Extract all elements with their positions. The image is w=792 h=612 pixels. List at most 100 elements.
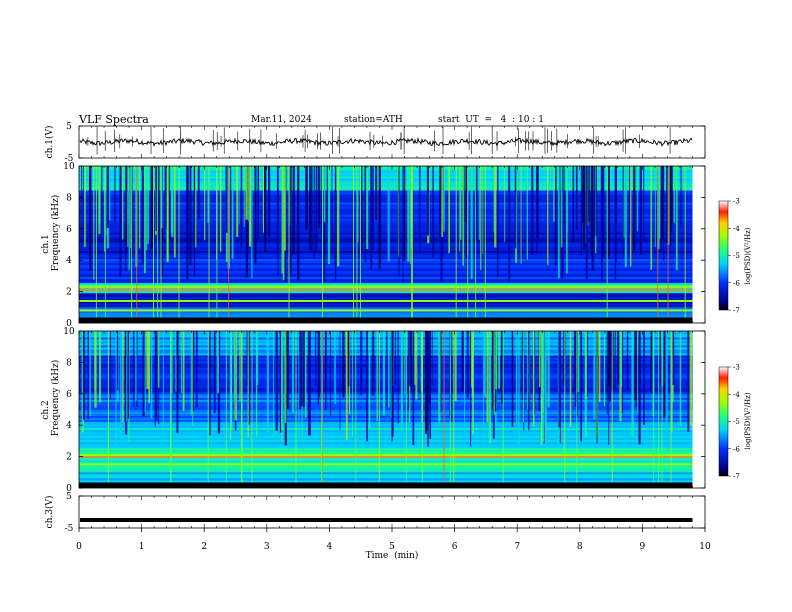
ch2-spectrogram-streak bbox=[284, 331, 287, 423]
ch2-spectrogram-streak bbox=[569, 331, 572, 427]
ch2-spectrogram-row bbox=[79, 339, 693, 342]
ch2-spectrogram-row bbox=[79, 447, 693, 451]
ch2-spectrogram-row bbox=[79, 353, 693, 356]
ch2-spectrogram-streak bbox=[266, 331, 269, 433]
ch1-spectrogram-streak bbox=[637, 166, 639, 232]
ch1-spectrogram-row bbox=[79, 260, 693, 264]
ch2-spectrogram-streak bbox=[87, 331, 89, 420]
ch1-spectrogram-sferic bbox=[216, 166, 218, 320]
ch2-spectrogram-streak bbox=[127, 331, 129, 419]
time-axis-tick-label: 7 bbox=[514, 542, 520, 552]
ch2-spectrogram-row bbox=[79, 451, 693, 455]
ch2-spectrogram-streak bbox=[400, 331, 403, 433]
ch1-spectrogram-streak bbox=[633, 166, 636, 251]
ch1-spectrogram-streak bbox=[595, 166, 597, 237]
ch2-spectrogram-streak bbox=[511, 331, 514, 427]
ch1-spectrogram-row bbox=[79, 262, 693, 266]
ch1-spectrogram-streak bbox=[251, 166, 253, 279]
ch1-waveform-panel: 5 -5 ch.1(V) bbox=[44, 122, 706, 164]
ch1-spectrogram-streak bbox=[268, 166, 271, 237]
ch2-spectrogram-row bbox=[79, 347, 693, 350]
ch2-spectrogram-row bbox=[79, 479, 693, 483]
ch1-spectrogram-row bbox=[79, 266, 693, 270]
ch2-spectrogram-streak bbox=[404, 331, 406, 395]
ch1-spectrogram-row bbox=[79, 200, 693, 203]
ch2-spectrogram-row bbox=[79, 409, 693, 412]
ch2-spectrogram-ytick-label: 6 bbox=[66, 390, 72, 400]
ch1-spectrogram-row bbox=[79, 304, 693, 308]
ch1-spectrogram-streak bbox=[189, 166, 192, 266]
ch2-spectrogram-row bbox=[79, 337, 693, 340]
time-axis: 0 1 2 3 4 5 6 7 8 9 10 bbox=[76, 528, 711, 552]
ch2-spectrogram-row bbox=[79, 379, 693, 382]
ch1-spectrogram-row bbox=[79, 210, 693, 213]
ch2-spectrogram-streak bbox=[308, 331, 310, 436]
ch2-spectrogram-streak bbox=[124, 331, 128, 435]
ch2-spectrogram-streak bbox=[540, 331, 543, 445]
ch2-spectrogram-streak bbox=[626, 331, 629, 391]
ch1-spectrogram-ytick-label: 4 bbox=[66, 256, 72, 266]
ch1-spectrogram-streak bbox=[361, 166, 363, 251]
ch2-spectrogram-panel: 0 2 4 6 8 10 ch.2 Frequency (kHz) -3 -4 -5 -6 -7 … bbox=[41, 327, 752, 494]
ch2-spectrogram-row bbox=[79, 333, 693, 336]
ch1-spectrogram-streak bbox=[320, 166, 322, 234]
ch2-spectrogram-streak bbox=[498, 331, 500, 389]
ch2-spectrogram-streak bbox=[234, 331, 237, 421]
ch1-colorbar-ticks: -3 -4 -5 -6 -7 bbox=[728, 198, 740, 315]
ch2-spectrogram-row bbox=[79, 461, 693, 465]
ch2-spectrogram-row bbox=[79, 389, 693, 392]
ch2-spectrogram-row bbox=[79, 411, 693, 414]
ch2-spectrogram-streak bbox=[414, 331, 416, 385]
ch1-spectrogram-row bbox=[79, 194, 693, 197]
ch2-spectrogram-sferic bbox=[421, 331, 423, 485]
ch1-spectrogram-row bbox=[79, 188, 693, 191]
ch1-spectrogram-row bbox=[79, 186, 693, 189]
ch2-colorbar-ticks: -3 -4 -5 -6 -7 bbox=[728, 364, 740, 481]
ch1-spectrogram-panel: 0 2 4 6 8 10 ch.1 Frequency (kHz) -3 -4 -5 -6 -7 … bbox=[41, 162, 752, 329]
ch2-spectrogram-streak bbox=[412, 331, 415, 445]
ch1-spectrogram-streak bbox=[663, 166, 665, 261]
ch2-spectrogram-image bbox=[79, 331, 693, 489]
ch1-spectrogram-streak bbox=[106, 166, 109, 228]
ch2-spectrogram-row bbox=[79, 335, 693, 338]
ch1-spectrogram-row bbox=[79, 256, 693, 259]
ch2-spectrogram-row bbox=[79, 407, 693, 410]
ch2-spectrogram-streak bbox=[574, 331, 576, 390]
ch1-spectrogram-ytick-label: 6 bbox=[66, 225, 72, 235]
ch1-spectrogram-image bbox=[79, 166, 693, 324]
ch1-spectrogram-sferic bbox=[484, 166, 486, 320]
ch2-spectrogram-row bbox=[79, 357, 693, 360]
ch2-spectrogram-row bbox=[79, 373, 693, 376]
ch2-spectrogram-row bbox=[79, 417, 693, 420]
ch2-spectrogram-streak bbox=[650, 331, 653, 394]
ch1-spectrogram-streak bbox=[289, 166, 292, 276]
ch2-spectrogram-streak bbox=[501, 331, 503, 405]
ch1-spectrogram-streak bbox=[563, 166, 565, 225]
ch2-spectrogram-streak bbox=[574, 331, 577, 407]
ch2-spectrogram-streak bbox=[429, 331, 431, 439]
ch2-spectrogram-streak bbox=[438, 331, 441, 421]
ch2-spectrogram-streak bbox=[493, 331, 495, 416]
ch2-spectrogram-streak bbox=[454, 331, 457, 402]
ch2-spectrogram-sferic bbox=[321, 331, 323, 485]
time-axis-tick-label: 4 bbox=[327, 542, 333, 552]
ch1-spectrogram-streak bbox=[419, 166, 421, 254]
ch1-spectrogram-streak bbox=[323, 166, 326, 222]
ch1-spectrogram-streak bbox=[654, 166, 656, 247]
ch2-spectrogram-streak bbox=[154, 331, 156, 427]
time-axis-tick-label: 5 bbox=[389, 542, 395, 552]
ch1-spectrogram-streak bbox=[588, 166, 590, 222]
ch1-spectrogram-row bbox=[79, 230, 693, 233]
ch2-spectrogram-streak bbox=[386, 331, 388, 407]
ch2-spectrogram-sferic bbox=[295, 331, 297, 485]
ch1-spectrogram-streak bbox=[566, 166, 568, 274]
ch2-spectrogram-streak bbox=[233, 331, 235, 400]
ch1-spectrogram-streak bbox=[402, 166, 404, 282]
ch2-spectrogram-row bbox=[79, 425, 693, 429]
ch2-spectrogram-streak bbox=[679, 331, 682, 426]
ch2-spectrogram-streak bbox=[415, 331, 418, 400]
ch2-spectrogram-row bbox=[79, 371, 693, 374]
ch1-spectrogram-streak bbox=[671, 166, 673, 225]
ch1-spectrogram-row bbox=[79, 216, 693, 219]
ch2-spectrogram-streak bbox=[586, 331, 588, 397]
